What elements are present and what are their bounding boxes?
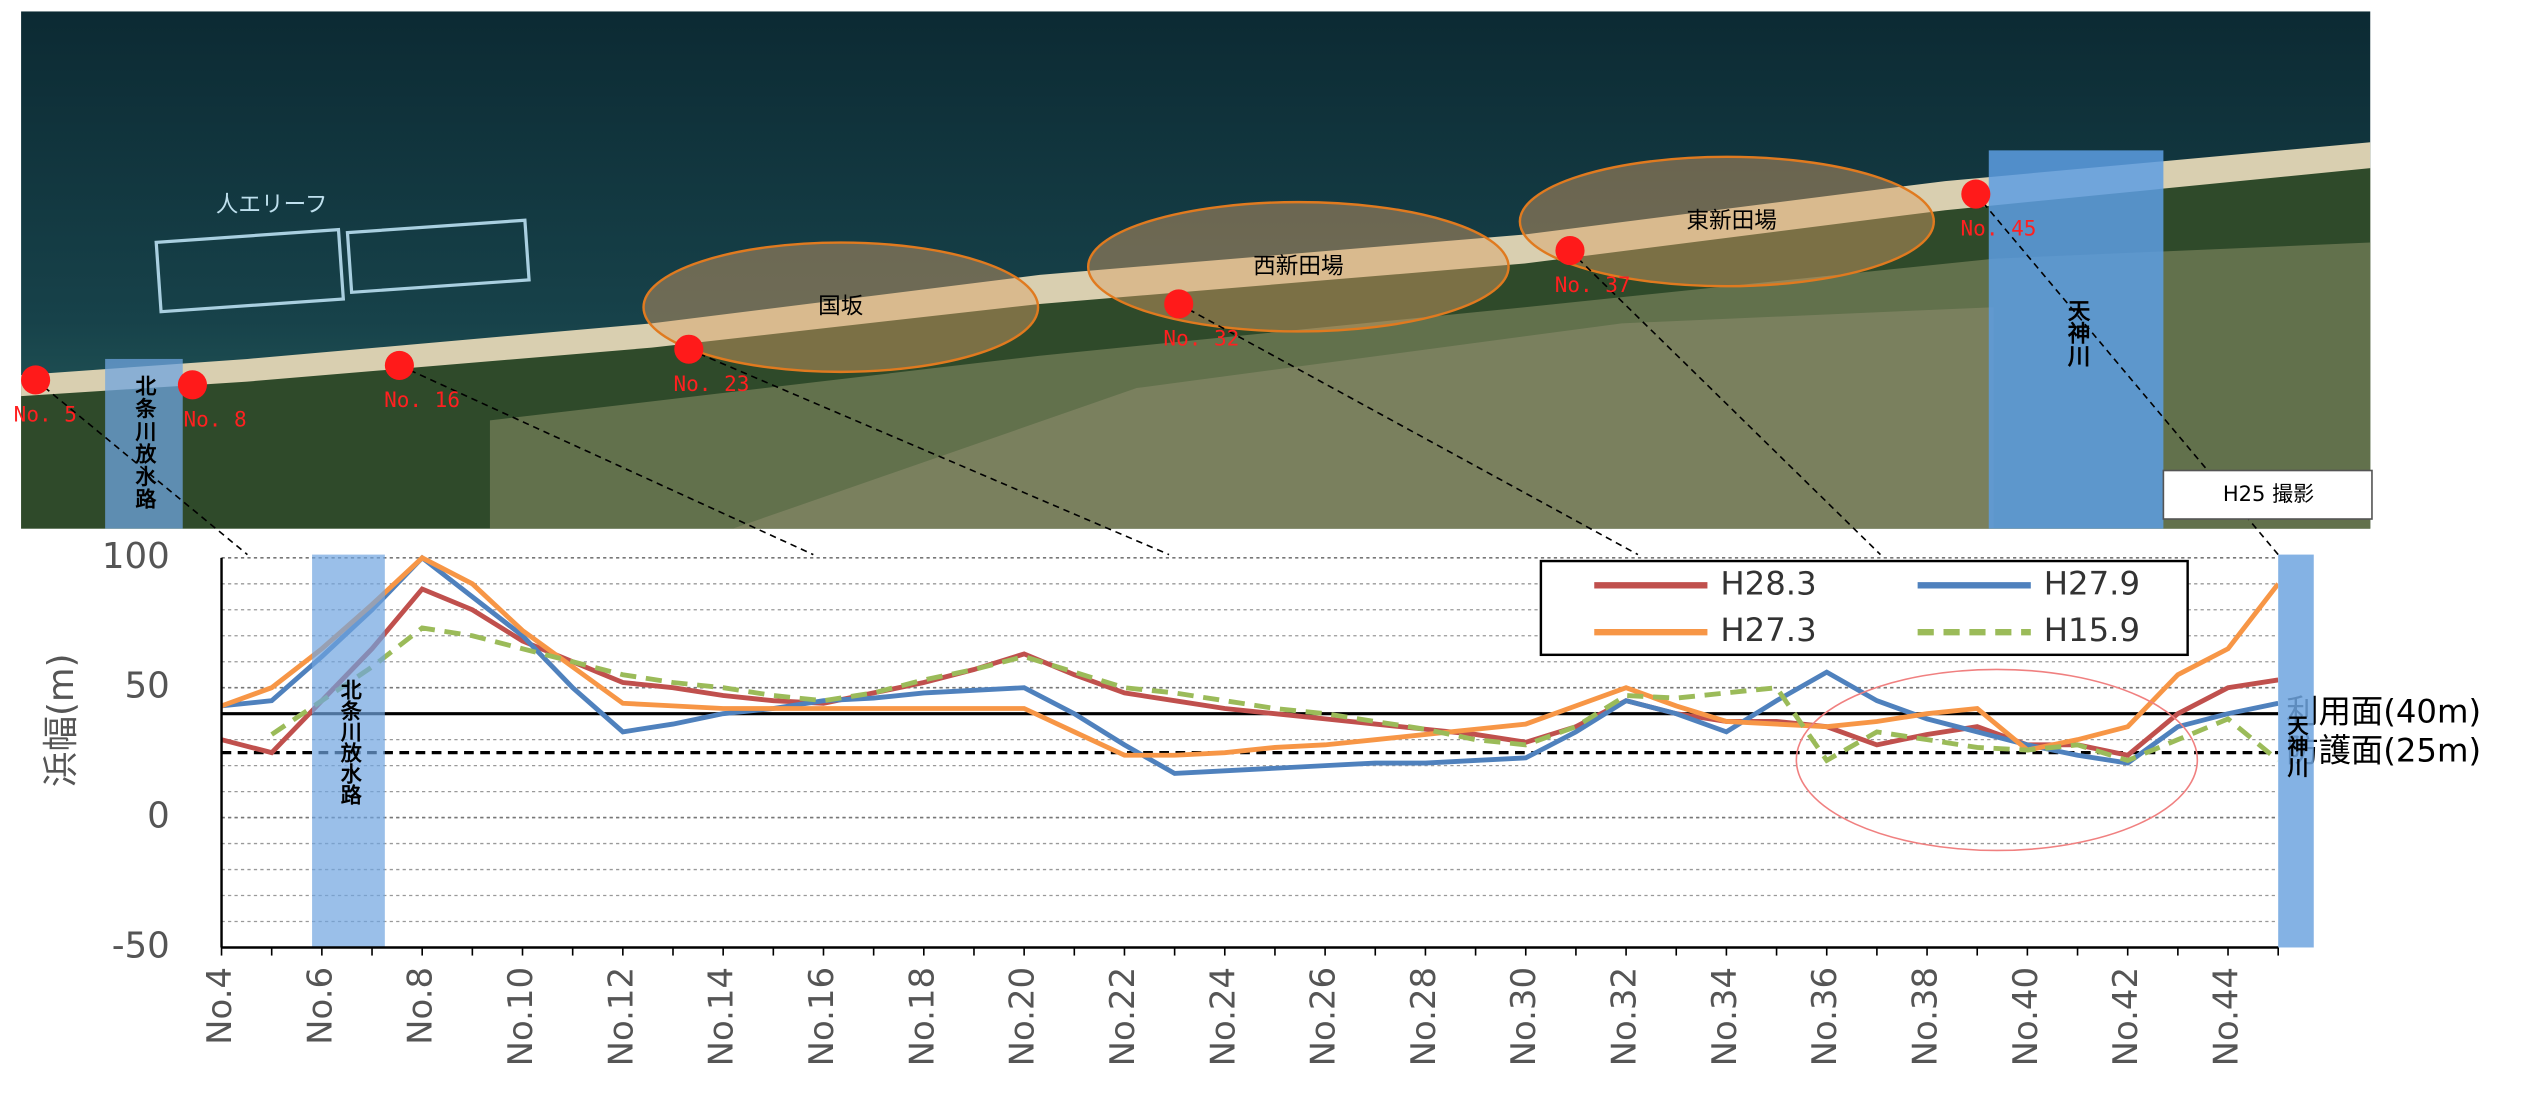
x-tick-label: No.42 — [2106, 967, 2146, 1067]
area-label: 東新田場 — [1686, 208, 1777, 234]
x-tick-label: No.14 — [702, 967, 742, 1067]
aerial-photo — [21, 11, 2371, 529]
river-band — [312, 554, 385, 948]
y-tick-label: -50 — [112, 925, 170, 966]
survey-point — [1961, 179, 1991, 209]
x-tick-label: No.6 — [300, 967, 340, 1045]
x-tick-label: No.4 — [200, 967, 240, 1045]
x-tick-label: No.26 — [1304, 967, 1344, 1067]
series-line — [270, 625, 2279, 764]
survey-point — [1555, 236, 1585, 266]
x-tick-label: No.8 — [401, 967, 441, 1045]
x-tick-label: No.38 — [1906, 967, 1946, 1067]
leader-lines — [35, 193, 2279, 556]
x-tick-label: No.40 — [2006, 967, 2046, 1067]
survey-point — [21, 365, 51, 395]
legend-label: H27.9 — [2044, 564, 2140, 602]
x-tick-label: No.18 — [902, 967, 942, 1067]
legend-label: H27.3 — [1720, 611, 1816, 649]
river-band — [2278, 554, 2314, 948]
point-label: No. 8 — [183, 406, 246, 431]
legend-label: H15.9 — [2044, 611, 2140, 649]
point-label: No. 16 — [384, 387, 460, 412]
x-tick-label: No.32 — [1605, 967, 1645, 1067]
point-label: No. 45 — [1961, 216, 2037, 241]
series-line — [221, 554, 2279, 758]
x-tick-label: No.24 — [1203, 967, 1243, 1067]
area-label: 国坂 — [818, 294, 863, 320]
reference-label: 防護面(25m) — [2286, 732, 2481, 770]
highlight-ellipse — [1795, 668, 2199, 852]
x-tick-label: No.10 — [501, 967, 541, 1067]
x-tick-label: No.12 — [601, 967, 641, 1067]
point-label: No. 23 — [674, 371, 750, 396]
reference-label: 利用面(40m) — [2286, 693, 2481, 731]
survey-point — [384, 350, 414, 380]
river-label: 北条川放水路 — [133, 375, 158, 511]
river-annotation: 北条川放水路 — [338, 679, 363, 807]
y-axis-label: 浜幅(m) — [41, 654, 82, 788]
caption: H25 撮影 — [2223, 481, 2314, 506]
point-label: No. 37 — [1555, 272, 1631, 297]
river-label: 天神川 — [2064, 299, 2091, 367]
x-tick-label: No.20 — [1003, 967, 1043, 1067]
x-tick-label: No.44 — [2207, 967, 2247, 1067]
x-tick-label: No.16 — [802, 967, 842, 1067]
x-tick-label: No.34 — [1705, 967, 1745, 1067]
survey-point — [177, 370, 207, 400]
point-label: No. 32 — [1163, 326, 1239, 351]
y-tick-label: 50 — [125, 666, 170, 707]
legend-label: H28.3 — [1720, 564, 1816, 602]
x-tick-label: No.36 — [1805, 967, 1845, 1067]
legend-box — [1539, 559, 2189, 657]
point-label: No. 5 — [14, 402, 77, 427]
x-tick-label: No.28 — [1404, 967, 1444, 1067]
reef-label: 人エリーフ — [216, 192, 328, 218]
river-annotation: 天神川 — [2285, 715, 2310, 780]
y-tick-label: 100 — [102, 536, 170, 577]
survey-point — [1164, 289, 1194, 319]
series-line — [221, 554, 2279, 776]
x-tick-label: No.22 — [1103, 967, 1143, 1067]
area-label: 西新田場 — [1253, 253, 1343, 279]
x-tick-label: No.30 — [1504, 967, 1544, 1067]
survey-point — [674, 334, 704, 364]
caption-box — [2162, 469, 2373, 520]
y-tick-label: 0 — [147, 796, 170, 837]
chart: -50 0 50 100 浜幅(m) No.4 No.6 No.8 No.10 No.12 No.1… — [41, 536, 2481, 1067]
